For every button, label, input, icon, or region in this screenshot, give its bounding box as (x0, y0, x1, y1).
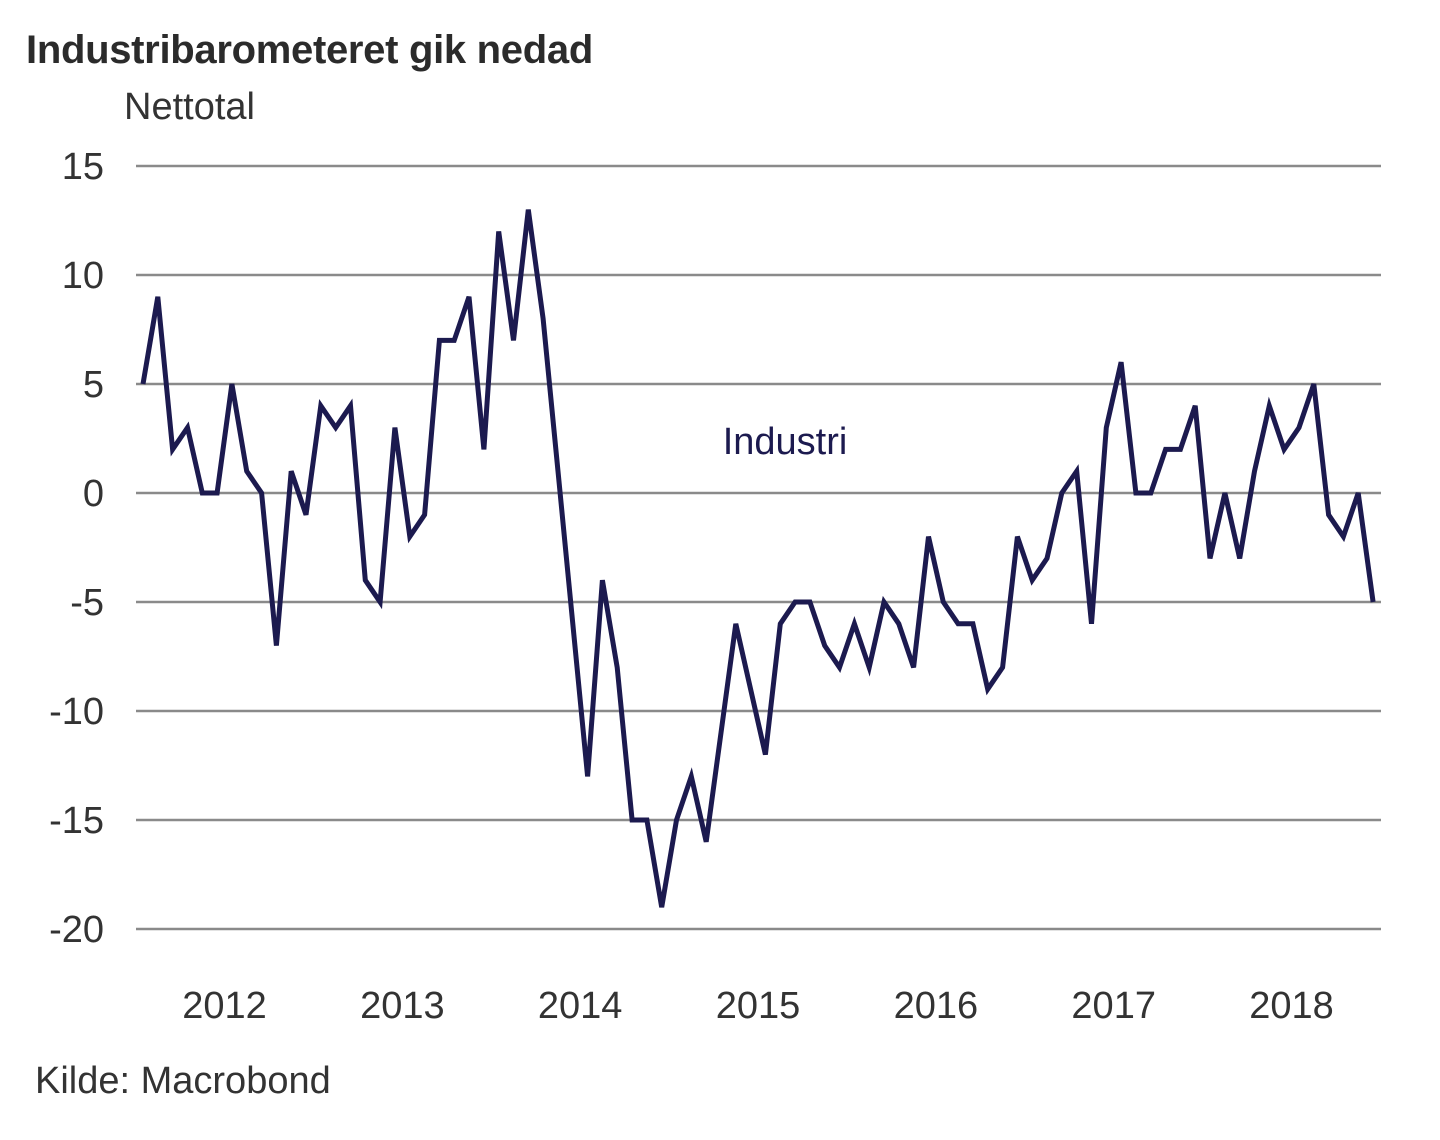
x-tick-label: 2012 (182, 985, 267, 1027)
series-line-industri (140, 209, 1376, 908)
x-tick-labels: 2012 2013 2014 2015 2016 2017 2018 (182, 985, 1334, 1027)
y-tick-label: 5 (83, 364, 104, 406)
x-tick-label: 2014 (538, 985, 623, 1027)
x-tick-label: 2018 (1249, 985, 1334, 1027)
y-tick-label: 0 (83, 473, 104, 515)
y-tick-label: 15 (62, 146, 104, 188)
y-tick-label: -20 (49, 909, 104, 951)
source-note: Kilde: Macrobond (35, 1060, 331, 1102)
y-tick-label: 10 (62, 255, 104, 297)
series-label-industri: Industri (723, 421, 848, 463)
chart-title: Industribarometeret gik nedad (26, 28, 593, 72)
y-tick-label: -10 (49, 691, 104, 733)
y-tick-label: -15 (49, 800, 104, 842)
gridlines (136, 164, 1381, 931)
x-tick-label: 2015 (716, 985, 801, 1027)
y-axis-label: Nettotal (124, 86, 255, 128)
y-tick-label: -5 (70, 582, 104, 624)
x-tick-label: 2017 (1071, 985, 1156, 1027)
x-tick-label: 2016 (894, 985, 979, 1027)
y-tick-labels: 15 10 5 0 -5 -10 -15 -20 (49, 146, 104, 951)
series-lines (140, 209, 1376, 908)
x-tick-label: 2013 (360, 985, 445, 1027)
